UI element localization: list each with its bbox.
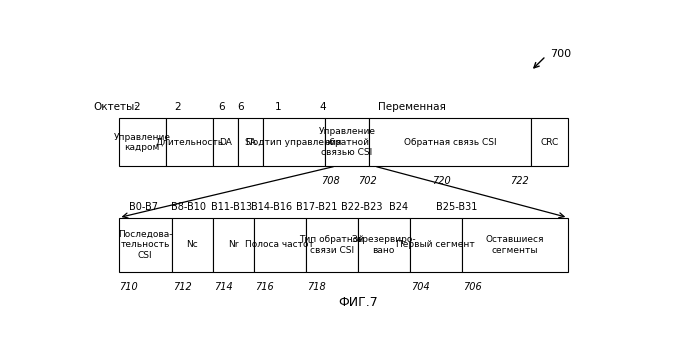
Text: 716: 716	[255, 282, 274, 292]
Text: B8-B10: B8-B10	[171, 202, 206, 212]
Text: 6: 6	[218, 102, 225, 112]
Text: B22-B23: B22-B23	[341, 202, 383, 212]
Bar	[237, 119, 262, 166]
Text: ФИГ.7: ФИГ.7	[338, 296, 378, 309]
Bar	[306, 218, 358, 272]
Bar	[254, 218, 306, 272]
Text: 712: 712	[172, 282, 191, 292]
Text: B14-B16: B14-B16	[251, 202, 292, 212]
Text: 718: 718	[307, 282, 326, 292]
Text: B24: B24	[389, 202, 408, 212]
Text: 2: 2	[174, 102, 181, 112]
Text: 708: 708	[321, 175, 340, 186]
Bar	[119, 218, 172, 272]
Text: Обратная связь CSI: Обратная связь CSI	[404, 138, 496, 147]
Text: Оставшиеся
сегменты: Оставшиеся сегменты	[486, 235, 544, 255]
Text: B25-B31: B25-B31	[436, 202, 477, 212]
Bar	[410, 218, 461, 272]
Text: DA: DA	[218, 138, 232, 147]
Text: 2: 2	[134, 102, 140, 112]
Bar	[531, 119, 568, 166]
Text: Управление
кадром: Управление кадром	[114, 132, 170, 152]
Text: 4: 4	[319, 102, 326, 112]
Bar	[325, 119, 369, 166]
Bar	[119, 119, 165, 166]
Bar	[213, 218, 254, 272]
Text: Октеты:: Октеты:	[94, 102, 139, 112]
Text: 722: 722	[510, 175, 529, 186]
Text: B17-B21: B17-B21	[295, 202, 337, 212]
Text: Полоса частот: Полоса частот	[246, 240, 314, 249]
Text: Первый сегмент: Первый сегмент	[396, 240, 475, 249]
Text: Длительность: Длительность	[155, 138, 223, 147]
Text: 706: 706	[463, 282, 482, 292]
Bar	[172, 218, 213, 272]
Bar	[461, 218, 568, 272]
Bar	[213, 119, 237, 166]
Text: B11-B13: B11-B13	[211, 202, 252, 212]
Text: 702: 702	[358, 175, 376, 186]
Text: CRC: CRC	[541, 138, 559, 147]
Text: Подтип управления: Подтип управления	[246, 138, 341, 147]
Text: Nc: Nc	[186, 240, 198, 249]
Text: 700: 700	[550, 49, 571, 59]
Text: 1: 1	[274, 102, 281, 112]
Text: B0-B7: B0-B7	[129, 202, 158, 212]
Text: Управление
обратной
связью CSI: Управление обратной связью CSI	[318, 127, 376, 157]
Text: 714: 714	[214, 282, 232, 292]
Text: Последова-
тельность
CSI: Последова- тельность CSI	[118, 230, 172, 260]
Text: 720: 720	[432, 175, 451, 186]
Text: 710: 710	[119, 282, 138, 292]
Text: Nr: Nr	[228, 240, 239, 249]
Text: Тип обратной
связи CSI: Тип обратной связи CSI	[299, 235, 364, 255]
Bar	[165, 119, 213, 166]
Bar	[262, 119, 325, 166]
Bar	[358, 218, 410, 272]
Text: Переменная: Переменная	[378, 102, 446, 112]
Text: SA: SA	[244, 138, 256, 147]
Text: Зарезервиро-
вано: Зарезервиро- вано	[351, 235, 416, 255]
Text: 704: 704	[410, 282, 429, 292]
Bar	[369, 119, 531, 166]
Text: 6: 6	[237, 102, 244, 112]
